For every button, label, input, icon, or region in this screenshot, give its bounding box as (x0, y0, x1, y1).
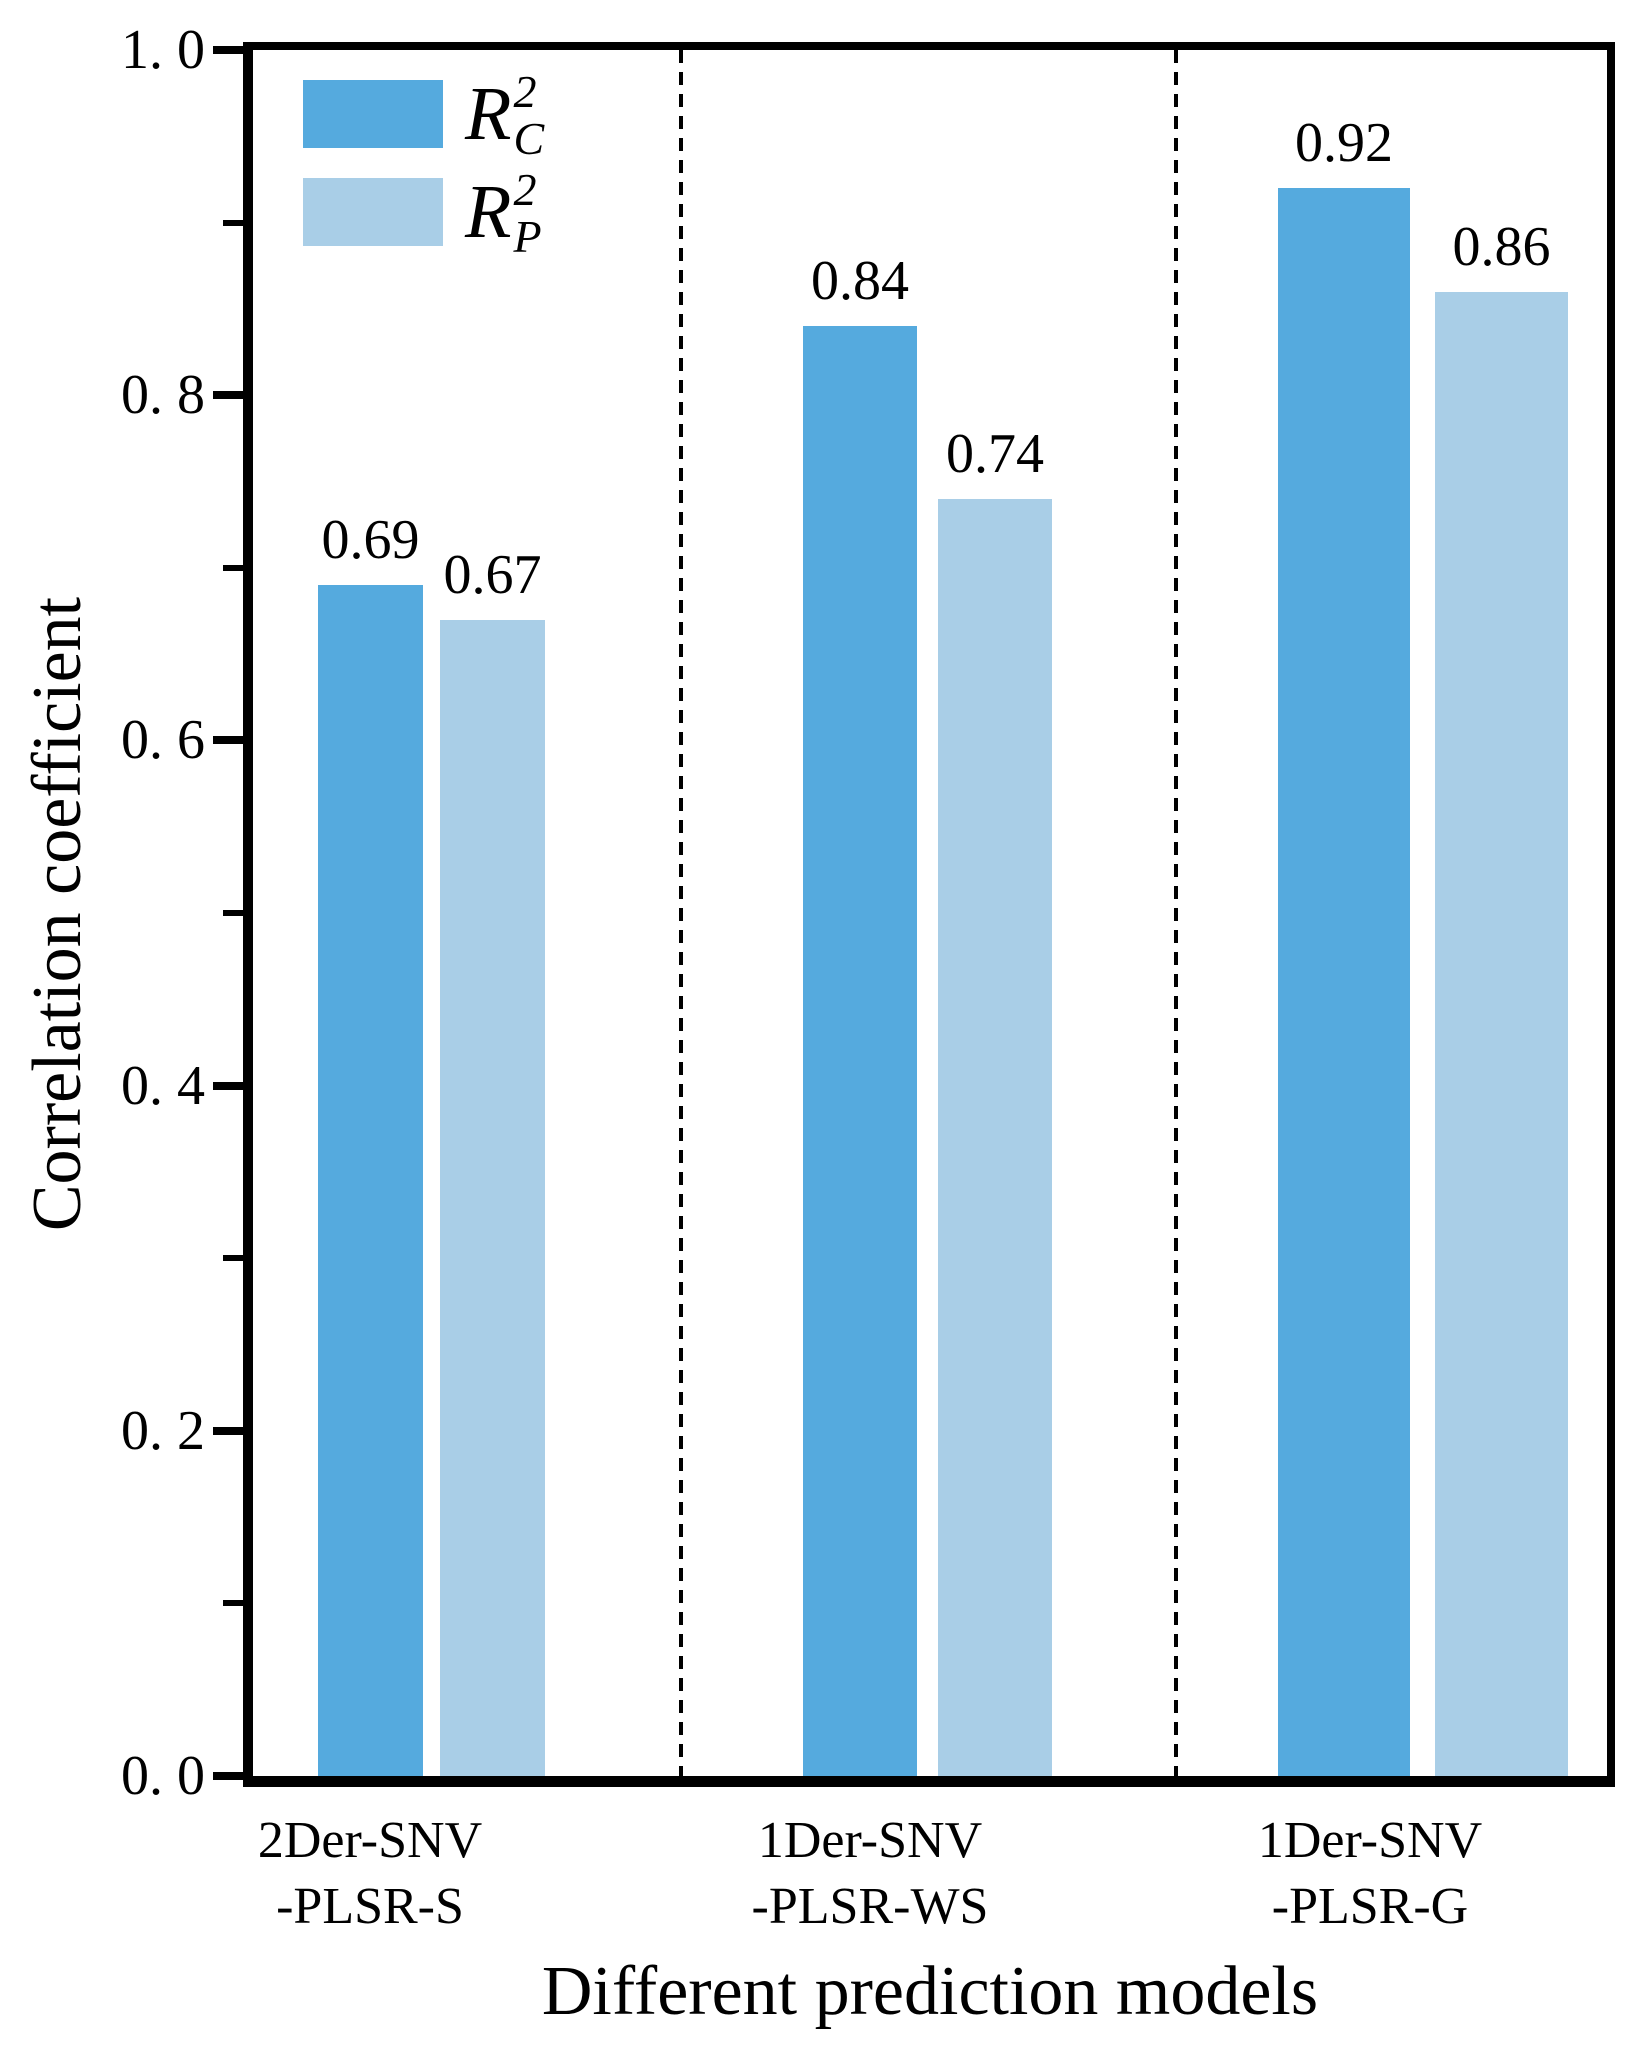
x-axis-title: Different prediction models (541, 1953, 1319, 2030)
x-axis-category-label: 2Der-SNV -PLSR-S (258, 1808, 482, 1940)
y-axis-tick-label: 1. 0 (121, 19, 205, 81)
group-separator-line (679, 50, 683, 1776)
y-axis-tick-label: 0. 4 (121, 1054, 205, 1117)
x-axis-category-label: 1Der-SNV -PLSR-WS (752, 1808, 989, 1940)
legend-label-rc-sup: 2 (513, 66, 537, 118)
y-axis-tick-label: 0. 8 (121, 364, 205, 427)
legend-label-rc-sub: C (513, 113, 545, 164)
bar-value-label: 0.74 (946, 423, 1044, 485)
legend-label-rc: R 2 C (465, 66, 545, 164)
y-axis-major-tick (213, 46, 243, 54)
legend-label-rp-sub: P (513, 211, 542, 262)
y-axis-major-tick (213, 736, 243, 745)
legend-label-rc-base: R (465, 72, 512, 156)
bar-value-label: 0.67 (443, 544, 542, 606)
legend-label-rp-sup: 2 (513, 164, 537, 216)
y-axis-major-tick (213, 1772, 243, 1780)
bar-rp-group2 (938, 499, 1052, 1776)
legend-item-rc: R 2 C (303, 68, 544, 162)
y-axis-major-tick (213, 1081, 243, 1090)
bar-rp-group3 (1435, 292, 1568, 1776)
y-axis-tick-label: 0. 6 (121, 709, 205, 772)
legend-label-rc-scripts: 2 C (513, 66, 545, 164)
x-axis-category-label-line: -PLSR-S (276, 1878, 464, 1935)
group-separator-line (1174, 50, 1178, 1776)
y-axis-major-tick (213, 391, 243, 400)
y-axis-tick-label: 0. 2 (121, 1399, 205, 1462)
bar-rp-group1 (440, 620, 545, 1776)
bar-value-label: 0.84 (811, 250, 909, 312)
y-axis-minor-tick (223, 910, 243, 916)
bar-value-label: 0.92 (1295, 112, 1393, 174)
x-axis-category-label-line: -PLSR-G (1271, 1878, 1469, 1935)
bar-value-label: 0.86 (1452, 216, 1551, 278)
legend-swatch-rc (303, 80, 443, 148)
y-axis-major-tick (213, 1426, 243, 1435)
bar-rc-group1 (318, 585, 423, 1776)
bar-rc-group3 (1278, 188, 1410, 1776)
plot-area-frame (243, 42, 1615, 1787)
y-axis-title: Correlation coefficient (19, 596, 96, 1232)
bar-rc-group2 (803, 326, 917, 1776)
bar-value-label: 0.69 (321, 509, 420, 571)
x-axis-category-label: 1Der-SNV -PLSR-G (1258, 1808, 1482, 1940)
legend-label-rp-scripts: 2 P (513, 164, 542, 262)
y-axis-minor-tick (223, 1600, 243, 1607)
legend-label-rp-base: R (465, 170, 512, 254)
legend-item-rp: R 2 P (303, 166, 544, 260)
legend-label-rp: R 2 P (465, 164, 542, 262)
x-axis-category-label-line: 2Der-SNV (257, 1812, 483, 1869)
x-axis-category-label-line: -PLSR-WS (751, 1878, 989, 1935)
legend-swatch-rp (303, 178, 443, 246)
y-axis-minor-tick (223, 1255, 243, 1262)
x-axis-category-label-line: 1Der-SNV (1257, 1812, 1483, 1869)
plot-area: 0.69 0.84 0.92 0.67 0.74 0.86 (253, 50, 1607, 1776)
x-axis-category-label-line: 1Der-SNV (757, 1812, 983, 1869)
legend: R 2 C R 2 P (303, 68, 544, 276)
y-axis-tick-label: 0. 0 (121, 1745, 205, 1807)
y-axis-minor-tick (223, 564, 243, 571)
y-axis-minor-tick (223, 219, 243, 226)
